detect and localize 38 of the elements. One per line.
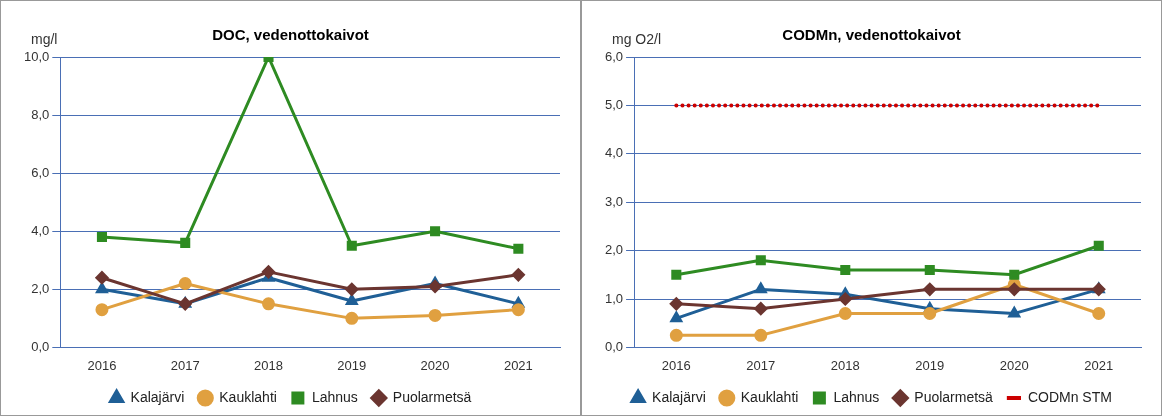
y-tick-label: 3,0 <box>604 193 624 209</box>
x-tick-label: 2016 <box>87 357 117 373</box>
y-tick-label: 4,0 <box>31 222 50 238</box>
legend-label: Lahnus <box>311 388 358 405</box>
x-tick-label: 2021 <box>503 357 533 373</box>
legend-label: Kalajärvi <box>130 388 185 405</box>
y-tick-label: 0,0 <box>604 338 624 354</box>
x-tick-label: 2019 <box>915 357 945 373</box>
y-tick-label: 1,0 <box>604 290 624 306</box>
legend-label: Puolarmetsä <box>392 388 472 405</box>
x-tick-label: 2016 <box>661 357 691 373</box>
legend-label: Lahnus <box>833 388 880 405</box>
x-tick-label: 2017 <box>170 357 200 373</box>
y-axis-title: mg O2/l <box>612 31 662 47</box>
y-tick-label: 2,0 <box>604 242 624 258</box>
y-tick-label: 0,0 <box>31 338 50 354</box>
legend-label: CODMn STM <box>1027 388 1112 405</box>
y-tick-label: 2,0 <box>31 280 50 296</box>
legend-label: Kauklahti <box>740 388 799 405</box>
y-tick-label: 6,0 <box>604 48 624 64</box>
legend-label: Puolarmetsä <box>914 388 994 405</box>
x-tick-label: 2018 <box>254 357 283 373</box>
legend-label: Kalajärvi <box>652 388 706 405</box>
y-tick-label: 5,0 <box>604 96 624 112</box>
chart-title: CODMn, vedenottokaivot <box>782 26 961 44</box>
legend-label: Kauklahti <box>219 388 277 405</box>
chart-title: DOC, vedenottokaivot <box>212 26 369 44</box>
y-tick-label: 10,0 <box>23 48 50 64</box>
x-tick-label: 2021 <box>1084 357 1114 373</box>
y-tick-label: 6,0 <box>31 164 50 180</box>
x-tick-label: 2020 <box>420 357 450 373</box>
x-tick-label: 2018 <box>830 357 860 373</box>
x-tick-label: 2017 <box>746 357 776 373</box>
y-tick-label: 8,0 <box>31 106 50 122</box>
y-tick-label: 4,0 <box>604 145 624 161</box>
y-axis-title: mg/l <box>31 31 58 47</box>
x-tick-label: 2019 <box>337 357 367 373</box>
x-tick-label: 2020 <box>999 357 1029 373</box>
